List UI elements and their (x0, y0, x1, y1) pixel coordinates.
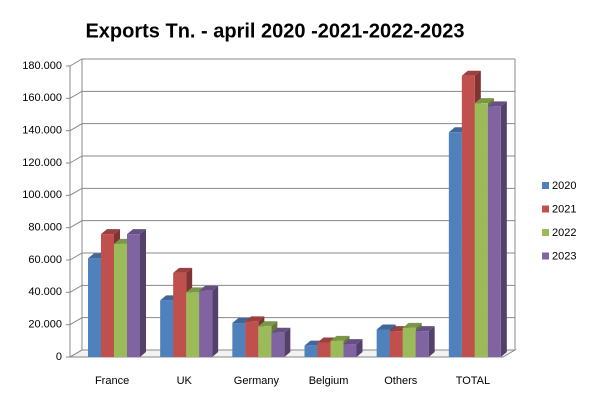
bar-top (271, 327, 291, 333)
legend-swatch (542, 229, 549, 236)
bar (317, 342, 331, 357)
bar (127, 234, 140, 357)
y-tick-label: 0 (56, 351, 62, 363)
x-tick-label: Others (384, 375, 418, 387)
bar-top (245, 316, 265, 322)
x-tick-label: Belgium (309, 375, 349, 387)
bar (402, 327, 416, 357)
bar-side (428, 326, 435, 357)
grid-line (69, 58, 515, 67)
bar-top (487, 101, 507, 107)
bar (160, 300, 174, 357)
grid-line (69, 284, 515, 293)
bar (487, 106, 501, 358)
bar-top (330, 335, 350, 341)
legend-label: 2022 (552, 227, 576, 239)
bar (330, 340, 344, 357)
bar (304, 345, 318, 357)
legend-label: 2021 (552, 203, 576, 215)
bar (474, 103, 488, 357)
y-tick-label: 160.000 (22, 92, 62, 104)
y-tick-label: 60.000 (28, 254, 62, 266)
bar-top (258, 321, 278, 327)
bar-top (199, 285, 219, 291)
bar-side (284, 327, 291, 357)
grid-line (69, 187, 515, 196)
x-tick-label: UK (177, 375, 193, 387)
bar (199, 290, 213, 357)
x-tick-label: France (95, 375, 129, 387)
grid-line (69, 349, 515, 358)
bar (343, 344, 357, 357)
bar-top (343, 339, 363, 345)
bar-top (127, 229, 146, 235)
x-tick-label: Germany (234, 375, 280, 387)
y-tick-label: 100.000 (22, 189, 62, 201)
bar-side (356, 339, 363, 357)
bar-top (402, 322, 422, 328)
bar (376, 329, 390, 357)
bar (461, 75, 475, 357)
bar-top (474, 98, 494, 104)
bar (389, 331, 403, 357)
legend-swatch (542, 205, 549, 213)
legend-label: 2023 (552, 250, 576, 262)
bar-top (101, 229, 120, 235)
grid-line (69, 123, 515, 132)
y-tick-label: 140.000 (22, 125, 62, 137)
bar (88, 258, 101, 357)
bar (415, 331, 429, 357)
y-tick-label: 40.000 (28, 286, 62, 298)
bar-top (376, 324, 396, 330)
grid-line (69, 317, 515, 326)
bar-side (212, 285, 219, 357)
bar (114, 243, 127, 357)
grid-line (69, 155, 515, 164)
bar-top (415, 326, 435, 332)
chart-title: Exports Tn. - april 2020 -2021-2022-2023 (85, 20, 464, 42)
y-tick-label: 20.000 (28, 319, 62, 331)
bar (245, 321, 259, 357)
bar (271, 332, 285, 357)
legend-label: 2020 (552, 180, 576, 192)
bar (173, 272, 187, 357)
bar (258, 326, 272, 357)
x-tick-label: TOTAL (456, 375, 490, 387)
bar-side (500, 101, 507, 358)
bar (232, 323, 246, 357)
bar-top (173, 267, 193, 273)
grid-line (69, 90, 515, 99)
bar (448, 132, 462, 357)
bar-top (461, 70, 481, 76)
y-tick-label: 180.000 (22, 60, 62, 72)
legend-swatch (542, 182, 549, 189)
grid-line (69, 220, 515, 229)
grid-line (69, 252, 515, 261)
bar (101, 234, 114, 357)
y-tick-label: 80.000 (28, 222, 62, 234)
bar-side (140, 229, 146, 357)
y-tick-label: 120.000 (22, 157, 62, 169)
legend-swatch (542, 252, 549, 260)
bar (186, 292, 200, 357)
